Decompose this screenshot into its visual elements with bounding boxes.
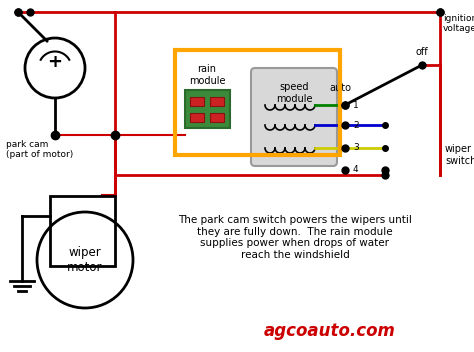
Text: 2: 2 bbox=[353, 120, 359, 130]
Bar bbox=[50, 196, 115, 266]
Text: +: + bbox=[47, 53, 63, 71]
Text: ignition
voltage: ignition voltage bbox=[443, 14, 474, 33]
Text: off: off bbox=[416, 47, 428, 57]
FancyBboxPatch shape bbox=[190, 113, 204, 122]
Text: auto: auto bbox=[329, 83, 351, 93]
Bar bbox=[175, 50, 340, 155]
FancyBboxPatch shape bbox=[251, 68, 337, 166]
Text: 3: 3 bbox=[353, 144, 359, 152]
Text: rain
module: rain module bbox=[189, 64, 225, 86]
Text: speed
module: speed module bbox=[276, 82, 312, 103]
FancyBboxPatch shape bbox=[190, 97, 204, 106]
FancyBboxPatch shape bbox=[185, 90, 230, 128]
FancyBboxPatch shape bbox=[210, 113, 224, 122]
Text: wiper
motor: wiper motor bbox=[67, 246, 103, 274]
Text: park cam
(part of motor): park cam (part of motor) bbox=[6, 140, 73, 159]
FancyBboxPatch shape bbox=[210, 97, 224, 106]
Text: The park cam switch powers the wipers until
they are fully down.  The rain modul: The park cam switch powers the wipers un… bbox=[178, 215, 412, 260]
Text: 4: 4 bbox=[353, 165, 359, 175]
Text: 1: 1 bbox=[353, 101, 359, 109]
Text: agcoauto.com: agcoauto.com bbox=[264, 322, 396, 340]
Text: wiper
switch: wiper switch bbox=[445, 144, 474, 166]
